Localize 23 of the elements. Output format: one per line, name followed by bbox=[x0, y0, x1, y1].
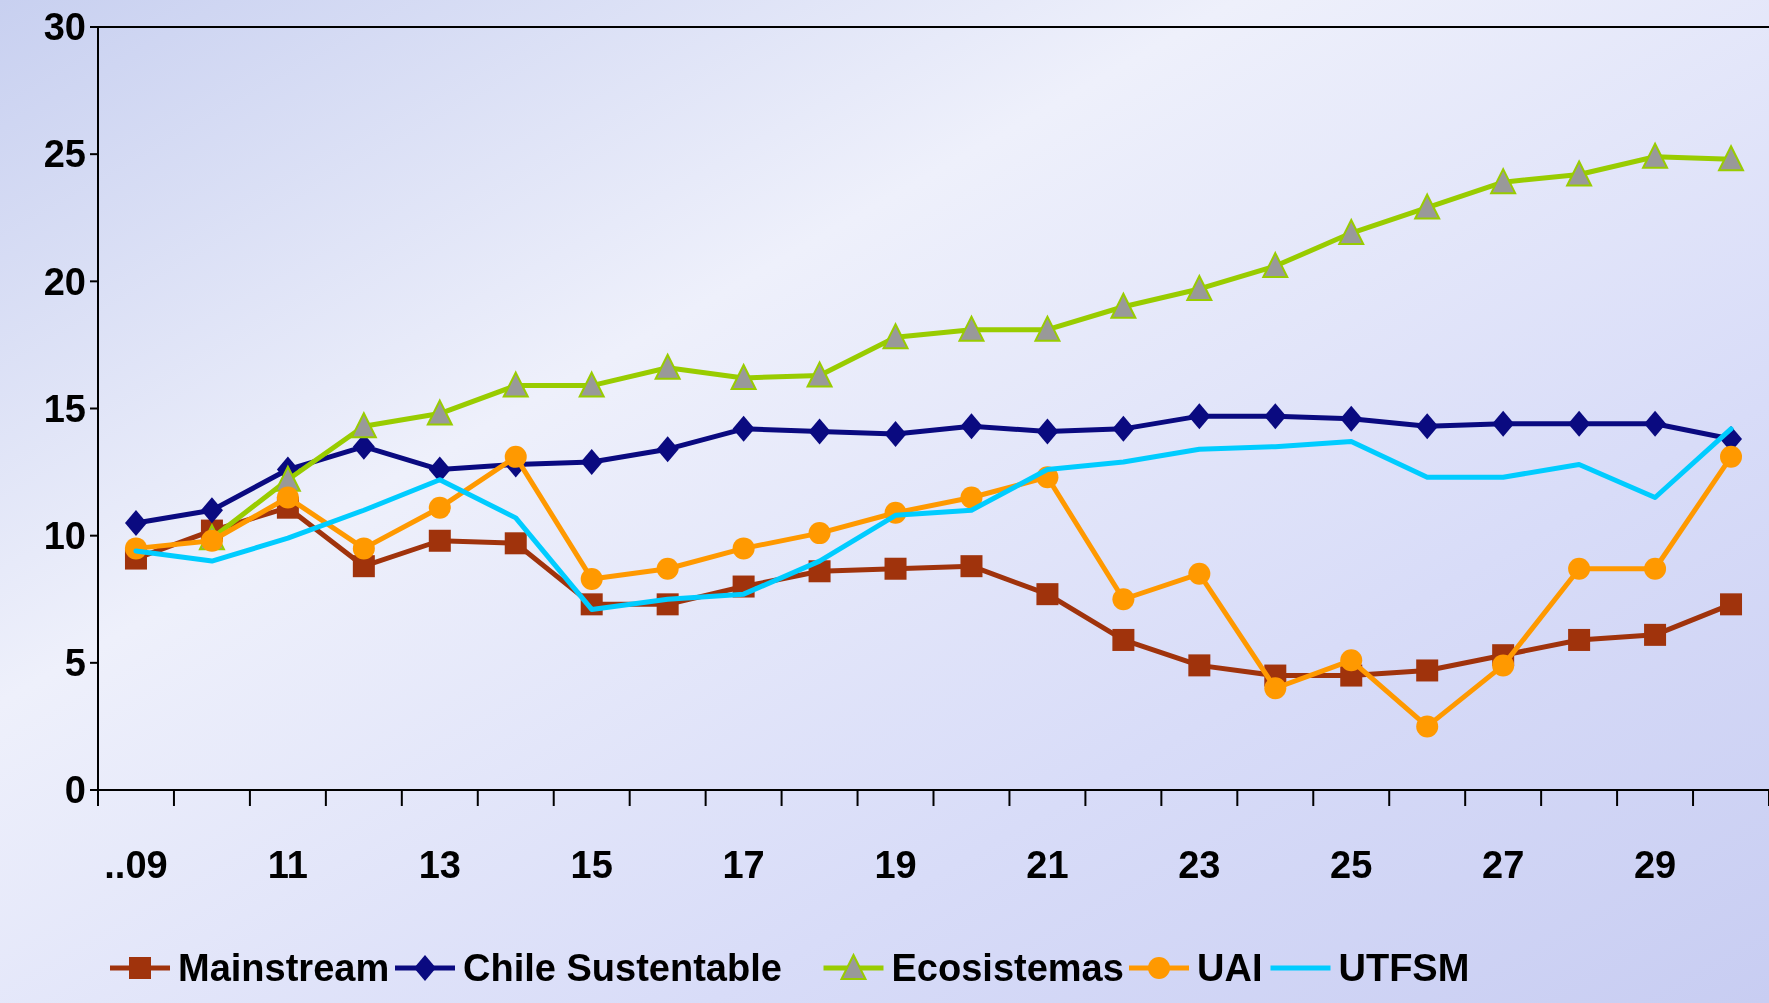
legend-label: Ecosistemas bbox=[891, 947, 1124, 989]
x-tick-label: 11 bbox=[267, 844, 308, 886]
y-tick-label: 5 bbox=[64, 642, 86, 685]
x-tick-label: 27 bbox=[1482, 844, 1525, 886]
y-tick-label: 10 bbox=[43, 514, 86, 557]
y-tick-label: 15 bbox=[43, 387, 86, 430]
legend-label: UTFSM bbox=[1338, 947, 1470, 989]
legend-label: UAI bbox=[1197, 947, 1263, 989]
x-tick-label: 13 bbox=[418, 844, 461, 886]
y-tick-label: 20 bbox=[43, 260, 86, 303]
x-tick-label: 25 bbox=[1330, 844, 1373, 886]
x-tick-label: ..09 bbox=[104, 844, 168, 886]
y-tick-label: 0 bbox=[64, 769, 86, 812]
x-tick-label: 15 bbox=[570, 844, 613, 886]
x-tick-label: 23 bbox=[1178, 844, 1221, 886]
x-tick-label: 21 bbox=[1026, 844, 1069, 886]
legend-label: Chile Sustentable bbox=[463, 947, 782, 989]
y-tick-label: 30 bbox=[43, 6, 86, 49]
x-tick-label: 17 bbox=[722, 844, 765, 886]
x-tick-label: 29 bbox=[1633, 844, 1677, 886]
x-tick-label: 19 bbox=[874, 844, 917, 886]
y-tick-label: 25 bbox=[43, 133, 86, 176]
legend-label: Mainstream bbox=[178, 947, 390, 989]
